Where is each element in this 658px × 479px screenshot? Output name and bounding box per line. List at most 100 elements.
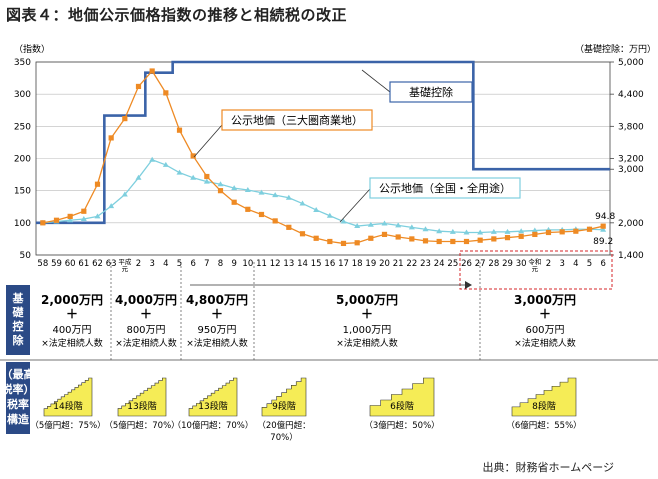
tax-step-count: 9段階 <box>272 400 296 412</box>
point-zenkoku <box>422 226 429 232</box>
point-shogyo <box>368 235 374 241</box>
left-tick-label: 150 <box>14 187 31 197</box>
point-zenkoku <box>313 206 320 212</box>
x-tick-label: 平成 <box>118 257 132 266</box>
point-shogyo <box>313 235 319 241</box>
x-tick-label: 5 <box>587 259 592 269</box>
x-tick-label: 4 <box>573 259 578 269</box>
x-tick-label: 2 <box>136 259 141 269</box>
point-zenkoku <box>449 228 456 234</box>
right-tick-label: 3,800 <box>618 122 644 132</box>
point-zenkoku <box>176 169 183 175</box>
point-shogyo <box>190 153 196 159</box>
point-zenkoku <box>272 192 279 198</box>
x-tick-label: 10 <box>242 259 253 269</box>
right-tick-label: 5,000 <box>618 58 644 68</box>
point-zenkoku <box>217 181 224 187</box>
x-tick-label: 58 <box>37 259 48 269</box>
x-tick-label: 60 <box>65 259 76 269</box>
tax-step-icon <box>188 377 238 417</box>
point-shogyo <box>245 206 251 212</box>
point-shogyo <box>532 231 538 238</box>
basic-deduction-main: 5,000万円 <box>336 293 398 307</box>
point-shogyo <box>40 220 46 226</box>
point-shogyo <box>491 236 497 242</box>
left-tick-label: 50 <box>20 251 32 261</box>
tax-step-count: 13段階 <box>198 400 227 412</box>
left-tick-label: 100 <box>14 219 31 229</box>
left-tick-label: 350 <box>14 58 31 68</box>
point-shogyo <box>381 231 388 238</box>
basic-deduction-sub2: ×法定相続人数 <box>514 337 576 349</box>
x-tick-label: 19 <box>365 259 376 269</box>
point-shogyo <box>340 240 347 247</box>
point-shogyo <box>463 238 470 245</box>
legend-leader-zenkoku <box>339 188 371 223</box>
x-tick-label: 23 <box>420 259 431 269</box>
basic-deduction-main: 4,000万円 <box>115 293 177 307</box>
point-shogyo <box>81 208 87 214</box>
point-zenkoku <box>162 161 169 167</box>
point-shogyo <box>518 233 524 239</box>
point-zenkoku <box>490 228 497 234</box>
basic-deduction-sub: 800万円 <box>126 325 165 336</box>
legend-label-kiso: 基礎控除 <box>409 85 453 99</box>
point-zenkoku <box>518 228 525 234</box>
x-tick-label: 6 <box>190 259 195 269</box>
end-label-shogyo: 94.8 <box>595 212 615 222</box>
right-tick-label: 2,000 <box>618 219 644 229</box>
point-shogyo <box>504 235 511 241</box>
left-tick-label: 300 <box>14 90 31 100</box>
x-tick-label: 5 <box>177 259 182 269</box>
point-zenkoku <box>326 212 333 218</box>
point-zenkoku <box>135 174 142 180</box>
point-shogyo <box>545 229 552 236</box>
x-tick-label: 22 <box>406 259 417 269</box>
x-tick-label: 6 <box>600 259 605 269</box>
point-shogyo <box>108 135 114 141</box>
point-shogyo <box>573 228 579 234</box>
point-shogyo <box>354 240 360 246</box>
point-zenkoku <box>203 178 210 184</box>
basic-deduction-sub2: ×法定相続人数 <box>186 337 248 349</box>
point-zenkoku <box>80 215 87 221</box>
point-zenkoku <box>121 191 128 197</box>
basic-deduction-sub: 400万円 <box>52 325 91 336</box>
point-shogyo <box>299 231 306 237</box>
tax-top-rate: （10億円超：70%） <box>173 420 254 431</box>
point-shogyo <box>395 234 401 240</box>
right-tick-label: 4,400 <box>618 90 644 100</box>
point-zenkoku <box>190 174 197 180</box>
series-line-kiso <box>36 60 610 225</box>
x-tick-label: 4 <box>163 259 168 269</box>
point-zenkoku <box>381 220 388 226</box>
basic-deduction-sub: 950万円 <box>197 325 236 336</box>
legend-label-zenkoku: 公示地価（全国・全用途） <box>379 181 511 195</box>
tax-step-icon <box>261 377 307 417</box>
point-zenkoku <box>395 222 402 228</box>
point-zenkoku <box>149 156 156 162</box>
end-label-zenkoku: 89.2 <box>593 237 613 247</box>
point-shogyo <box>272 218 278 224</box>
x-tick-label: 3 <box>559 259 564 269</box>
basic-deduction-sub2: ×法定相続人数 <box>115 337 177 349</box>
basic-deduction-sub: 1,000万円 <box>343 325 392 336</box>
tax-top-rate: （20億円超： <box>257 420 310 431</box>
x-tick-label: 3 <box>149 259 154 269</box>
x-tick-label: 元 <box>532 265 539 273</box>
point-zenkoku <box>408 224 415 230</box>
point-shogyo <box>477 237 483 243</box>
legend-box-kiso <box>389 81 473 103</box>
point-shogyo <box>258 211 265 218</box>
right-axis-label: （基礎控除：万円） <box>575 43 656 55</box>
point-shogyo <box>176 127 183 133</box>
point-shogyo <box>163 90 169 96</box>
point-shogyo <box>436 238 442 245</box>
point-zenkoku <box>436 228 443 234</box>
x-tick-label: 24 <box>434 259 445 269</box>
tax-top-rate: （5億円超：75%） <box>30 420 105 431</box>
point-zenkoku <box>477 229 484 235</box>
left-tick-label: 250 <box>14 122 31 132</box>
point-shogyo <box>409 236 415 242</box>
